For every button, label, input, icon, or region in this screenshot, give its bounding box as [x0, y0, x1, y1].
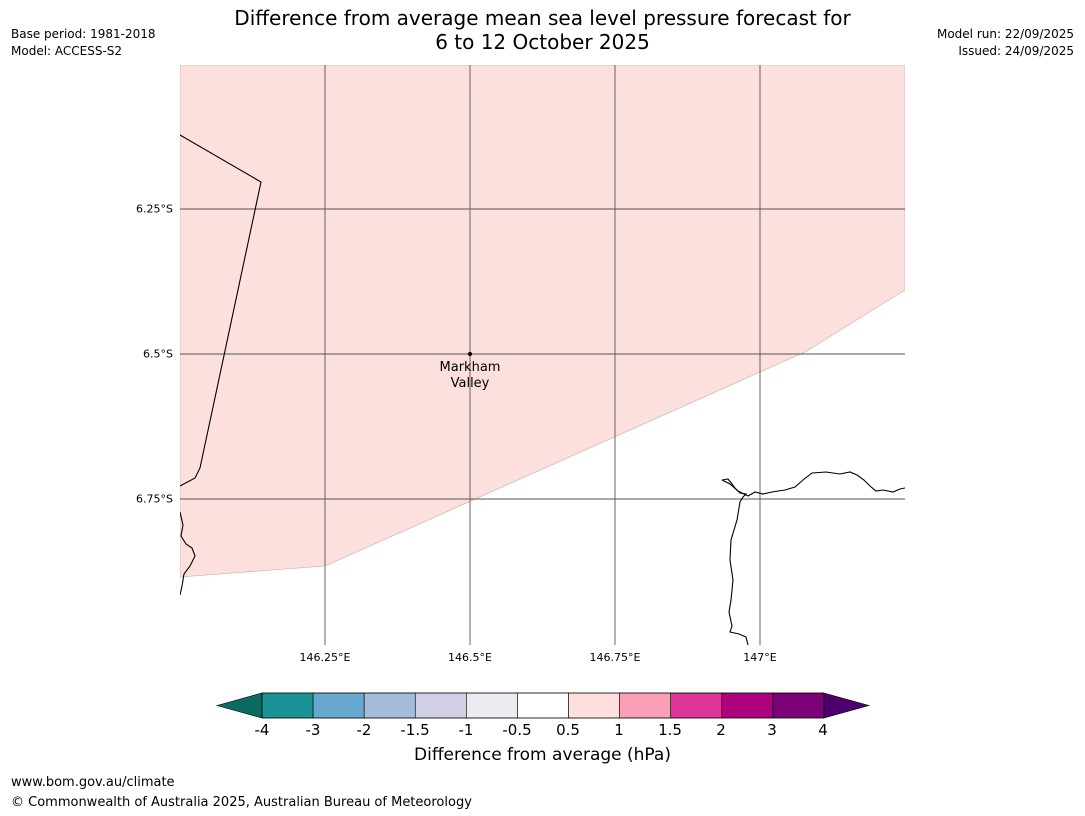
cb-tick-10: 2: [716, 721, 726, 739]
colorbar-segment: [261, 692, 314, 719]
cb-tick-8: 1: [614, 721, 624, 739]
colorbar-title: Difference from average (hPa): [414, 745, 671, 765]
cb-tick-5: -1: [458, 721, 474, 739]
colorbar-segment: [721, 692, 774, 719]
colorbar-segment: [670, 692, 723, 719]
colorbar-segment: [414, 692, 467, 719]
place-name-line-1: Markham: [439, 360, 501, 375]
meta-right: Model run: 22/09/2025 Issued: 24/09/2025: [937, 26, 1074, 60]
lat-label-6-75: 6.75°S: [136, 492, 173, 506]
lon-label-147: 147°E: [743, 651, 777, 664]
cb-tick-9: 1.5: [658, 721, 682, 739]
boundary-line-left: [180, 134, 262, 487]
colorbar-segment: [517, 692, 569, 719]
place-name-line-2: Valley: [450, 376, 490, 391]
cb-tick-3: -2: [356, 721, 372, 739]
graticule: [180, 65, 905, 645]
map-title: Difference from average mean sea level p…: [0, 6, 1085, 54]
lon-label-146-5: 146.5°E: [448, 651, 492, 664]
colorbar: [215, 692, 871, 719]
place-label: Markham Valley: [440, 360, 501, 392]
model-name: Model: ACCESS-S2: [11, 44, 123, 58]
coastline-left: [180, 511, 196, 596]
lon-label-146-25: 146.25°E: [299, 651, 351, 664]
colorbar-extend-low: [215, 692, 263, 719]
lat-label-6-25: 6.25°S: [136, 202, 173, 216]
meta-left: Base period: 1981-2018 Model: ACCESS-S2: [11, 26, 156, 60]
cb-tick-11: 3: [767, 721, 777, 739]
lon-label-146-75: 146.75°E: [589, 651, 641, 664]
colorbar-segment: [363, 692, 416, 719]
anomaly-region: [180, 65, 905, 578]
colorbar-segment: [568, 692, 620, 719]
issued-date: Issued: 24/09/2025: [958, 44, 1074, 58]
cb-tick-7: 0.5: [556, 721, 580, 739]
colorbar-segment: [772, 692, 825, 719]
colorbar-extend-high: [823, 692, 871, 719]
lat-label-6-5: 6.5°S: [143, 347, 173, 361]
cb-tick-6: -0.5: [502, 721, 532, 739]
coastline-right-shore: [721, 471, 905, 497]
cb-tick-12: 4: [818, 721, 828, 739]
colorbar-segment: [466, 692, 518, 719]
colorbar-outline: [261, 692, 825, 719]
colorbar-segments: [261, 692, 825, 719]
cb-tick-1: -4: [254, 721, 270, 739]
model-run: Model run: 22/09/2025: [936, 27, 1074, 41]
colorbar-segment: [619, 692, 672, 719]
coastline-right-river: [721, 478, 749, 645]
title-line-2: 6 to 12 October 2025: [435, 30, 650, 54]
footer-copyright: © Commonwealth of Australia 2025, Austra…: [11, 795, 472, 810]
base-period: Base period: 1981-2018: [11, 27, 156, 41]
coastlines: [180, 134, 905, 645]
colorbar-segment: [312, 692, 365, 719]
cb-tick-4: -1.5: [400, 721, 430, 739]
place-marker: [468, 352, 472, 356]
title-line-1: Difference from average mean sea level p…: [234, 6, 851, 30]
cb-tick-2: -3: [305, 721, 321, 739]
footer-website: www.bom.gov.au/climate: [11, 775, 175, 790]
